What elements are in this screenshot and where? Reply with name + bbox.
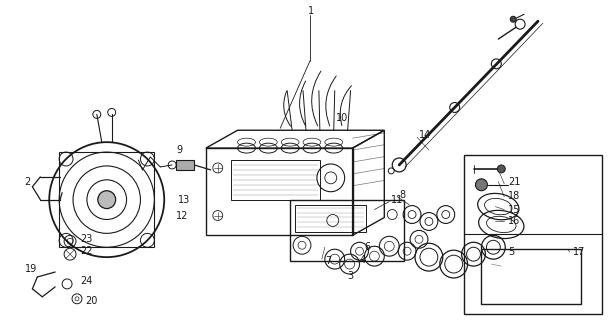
Circle shape [98, 191, 116, 209]
Text: 24: 24 [80, 276, 92, 286]
Bar [176, 160, 194, 170]
Text: 6: 6 [365, 242, 371, 252]
Text: 7: 7 [325, 256, 331, 266]
Text: 21: 21 [508, 177, 520, 187]
Text: 3: 3 [348, 271, 354, 281]
Text: 8: 8 [399, 190, 405, 200]
Circle shape [497, 165, 505, 173]
Text: 11: 11 [391, 195, 403, 205]
Text: 18: 18 [508, 191, 520, 201]
Text: 13: 13 [178, 195, 190, 205]
Bar [59, 152, 154, 247]
Text: 17: 17 [573, 247, 585, 257]
Text: 2: 2 [24, 177, 31, 187]
Bar [481, 249, 581, 304]
Text: 12: 12 [176, 211, 188, 220]
Bar [206, 148, 353, 235]
Text: 23: 23 [80, 234, 92, 244]
Text: 15: 15 [508, 204, 520, 215]
Text: 1: 1 [308, 6, 314, 16]
Text: 5: 5 [508, 247, 514, 257]
Bar [295, 204, 367, 232]
Bar [464, 155, 603, 314]
Text: 22: 22 [80, 246, 93, 256]
Text: 10: 10 [336, 113, 348, 124]
Circle shape [476, 179, 487, 191]
Circle shape [510, 16, 516, 22]
Text: 4: 4 [359, 255, 365, 265]
Text: 9: 9 [176, 145, 182, 155]
Text: 19: 19 [24, 264, 37, 274]
Bar [290, 200, 404, 261]
Text: 20: 20 [85, 296, 98, 306]
Bar [231, 160, 320, 200]
Text: 14: 14 [419, 130, 431, 140]
Text: 16: 16 [508, 216, 520, 227]
